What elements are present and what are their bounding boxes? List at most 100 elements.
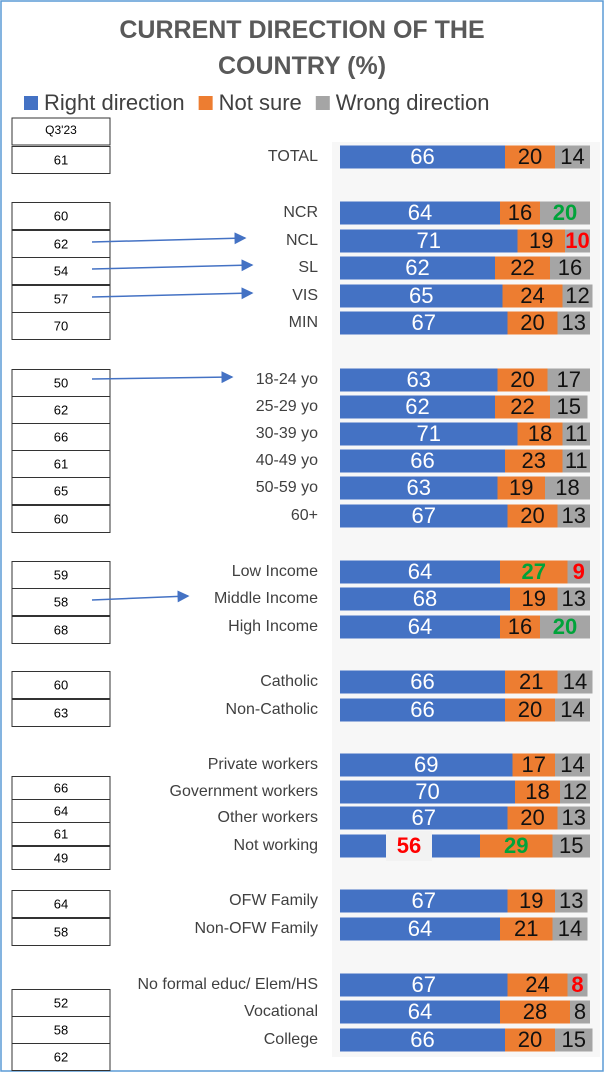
- bar-segment: [562, 449, 590, 473]
- table-cell: [11, 989, 111, 1017]
- category-label: Catholic: [260, 673, 318, 690]
- value-label: 19: [519, 888, 543, 913]
- table-cell: [11, 846, 111, 870]
- value-label: 22: [510, 255, 534, 280]
- table-cell: [11, 918, 111, 946]
- value-label: 71: [417, 421, 441, 446]
- value-label: 20: [518, 697, 542, 722]
- table-value: 61: [54, 152, 68, 167]
- bar-segment: [495, 256, 550, 280]
- table-value: 58: [54, 594, 68, 609]
- value-label: 63: [407, 367, 431, 392]
- value-label: 12: [563, 779, 587, 804]
- table-value: 50: [54, 375, 68, 390]
- category-label: Not working: [234, 837, 318, 854]
- table-header: Q3'23: [45, 123, 77, 137]
- bar-segment: [505, 1028, 555, 1052]
- value-label: 15: [559, 833, 583, 858]
- value-label: 12: [565, 283, 589, 308]
- bar-segment: [507, 311, 558, 335]
- bar-segment: [340, 368, 498, 392]
- bar-segment: [340, 145, 505, 169]
- value-label: 21: [519, 669, 543, 694]
- bar-segment: [562, 422, 590, 446]
- value-label: 64: [408, 200, 432, 225]
- legend-label: Right direction: [44, 90, 185, 115]
- bar-segment: [340, 670, 505, 694]
- table-value: 61: [54, 456, 68, 471]
- category-label: High Income: [228, 618, 318, 635]
- table-value: 66: [54, 780, 68, 795]
- bar-segment: [500, 560, 568, 584]
- bar-segment: [540, 615, 590, 639]
- bar-segment: [555, 1028, 593, 1052]
- table-value: 68: [54, 622, 68, 637]
- value-label: 67: [412, 972, 436, 997]
- category-label: Vocational: [244, 1003, 318, 1020]
- bar-segment: [555, 889, 588, 913]
- arrow: [91, 371, 234, 384]
- table-value: 58: [54, 1022, 68, 1037]
- legend-swatch: [24, 96, 38, 110]
- value-label: 70: [415, 779, 439, 804]
- bar-segment: [517, 422, 563, 446]
- bar-segment: [340, 476, 498, 500]
- value-label: 66: [410, 669, 434, 694]
- value-label: 17: [522, 752, 546, 777]
- bar-segment: [340, 889, 508, 913]
- value-label: 15: [562, 1027, 586, 1052]
- value-label: 63: [407, 475, 431, 500]
- category-label: OFW Family: [229, 892, 318, 909]
- value-label: 14: [560, 697, 584, 722]
- bar-segment: [340, 560, 500, 584]
- table-value: 64: [54, 803, 68, 818]
- category-label: Non-OFW Family: [194, 920, 318, 937]
- value-label: 19: [509, 475, 533, 500]
- table-value: 60: [54, 511, 68, 526]
- value-label: 66: [410, 448, 434, 473]
- value-label: 13: [559, 888, 583, 913]
- bar-segment: [340, 1000, 500, 1024]
- category-label: NCL: [286, 232, 318, 249]
- table-cell: [11, 312, 111, 340]
- value-label: 20: [553, 200, 577, 225]
- value-label: 64: [408, 916, 432, 941]
- value-label: 11: [565, 421, 588, 446]
- value-label: 67: [412, 310, 436, 335]
- bar-segment: [550, 256, 590, 280]
- table-value: 54: [54, 263, 68, 278]
- value-label: 29: [504, 833, 528, 858]
- table-cell: [11, 257, 111, 285]
- bar-segment: [340, 395, 495, 419]
- value-label: 67: [412, 805, 436, 830]
- bar-segment: [507, 973, 568, 997]
- table-cell: [11, 477, 111, 505]
- arrow: [91, 259, 254, 272]
- bar-segment: [500, 201, 540, 225]
- bar-segment: [567, 973, 588, 997]
- bar-segment: [502, 284, 563, 308]
- table-value: 63: [54, 705, 68, 720]
- bar-segment: [507, 504, 558, 528]
- value-label: 16: [508, 614, 532, 639]
- value-label: 20: [520, 805, 544, 830]
- table-value: 61: [54, 826, 68, 841]
- value-label: 20: [553, 614, 577, 639]
- value-label: 71: [417, 228, 441, 253]
- value-label: 67: [412, 888, 436, 913]
- table-cell: [11, 423, 111, 451]
- value-label: 23: [522, 448, 546, 473]
- bar-segment: [557, 311, 590, 335]
- table-value: 57: [54, 291, 68, 306]
- bar-segment: [557, 806, 590, 830]
- value-label: 16: [558, 255, 582, 280]
- bar-segment: [547, 368, 590, 392]
- table-cell: [11, 890, 111, 918]
- category-label: Private workers: [208, 756, 318, 773]
- value-label: 27: [522, 559, 546, 584]
- bar-segment: [555, 145, 590, 169]
- table-cell: [11, 117, 111, 146]
- table-value: 62: [54, 1049, 68, 1064]
